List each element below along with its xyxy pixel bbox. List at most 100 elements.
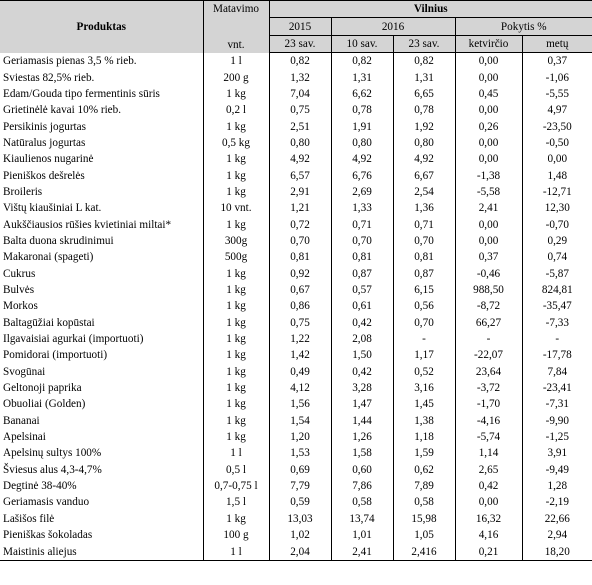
unit-cell: 1 kg [203,151,270,168]
product-name-cell: Pomidorai (importuoti) [0,347,204,364]
product-name-cell: Geriamasis vanduo [0,494,204,511]
table-row: Morkos 1 kg 0,86 0,61 0,56 -8,72 -35,47 [0,298,592,315]
price-2015-week-23-cell: 0,67 [269,281,332,299]
price-2016-week-23-cell: 7,89 [393,477,456,495]
table-row: Edam/Gouda tipo fermentinis sūris 1 kg 7,0… [0,85,592,103]
price-2015-week-23-cell: 0,92 [269,265,332,282]
product-name-cell: Apelsinų sultys 100% [0,445,204,462]
change-quarter-cell: 16,32 [455,510,523,527]
price-2016-week-23-cell: 1,17 [393,347,456,364]
table-row: Baltagūžiai kopūstai 1 kg 0,75 0,42 0,70 66,2… [0,314,592,331]
unit-cell: 1 l [203,52,270,70]
price-2016-week-10-cell: 0,42 [331,314,394,331]
change-quarter-cell: -22,07 [455,347,523,364]
price-2016-week-23-cell: 6,15 [393,281,456,299]
price-2015-week-23-cell: 0,80 [269,134,332,152]
year-2016-header: 2016 [331,17,456,36]
change-quarter-cell: -5,74 [455,428,523,446]
price-2016-week-23-cell: 0,82 [393,52,456,70]
unit-column-header-bottom: vnt. [203,17,270,53]
price-2016-week-10-cell: 0,58 [331,494,394,511]
change-year-cell: -7,33 [545,316,569,329]
price-2016-week-23-cell: 4,92 [393,151,456,168]
price-2015-week-23-cell: 1,20 [269,428,332,446]
change-year-cell: 824,81 [541,284,573,297]
table-row: Bananai 1 kg 1,54 1,44 1,38 -4,16 -9,90 [0,412,592,429]
price-2015-week-23-cell: 1,56 [269,396,332,413]
change-year-cell: -35,47 [542,300,572,313]
price-2016-week-23-cell: 0,52 [393,363,456,380]
change-quarter-cell: 0,26 [455,118,523,135]
change-quarter-cell: 0,00 [455,52,523,70]
change-quarter-cell: -8,72 [455,298,523,315]
product-name-cell: Natūralus jogurtas [0,134,204,152]
price-2015-week-23-cell: 1,21 [269,200,332,217]
product-name-cell: Bulvės [0,281,204,299]
price-2015-week-23-cell: 0,86 [269,298,332,315]
product-name-cell: Maistinis aliejus [0,543,204,561]
unit-cell: 1 kg [203,167,270,184]
price-2015-week-23-cell: 1,42 [269,347,332,364]
table-row: Lašišos filė 1 kg 13,03 13,74 15,98 16,32 22,6… [0,510,592,527]
change-quarter-cell: -1,38 [455,167,523,184]
table-row: Obuoliai (Golden) 1 kg 1,56 1,47 1,45 -1,70 -7… [0,396,592,413]
price-2016-week-10-cell: 1,44 [331,412,394,429]
change-quarter-cell: 2,65 [455,461,523,478]
unit-cell: 1 kg [203,412,270,429]
change-year-cell: -9,49 [545,463,569,476]
price-2016-week-23-cell: 1,92 [393,118,456,135]
table-row: Grietinėlė kavai 10% rieb. 0,2 l 0,75 0,78 0… [0,102,592,119]
price-2016-week-10-cell: 1,58 [331,445,394,462]
unit-cell: 0,2 l [203,102,270,119]
price-2016-week-23-cell: 2,416 [393,543,456,561]
product-name-cell: Balta duona skrudinimui [0,232,204,250]
change-year-cell: 22,66 [544,512,570,525]
change-quarter-cell: -4,16 [455,412,523,429]
price-2016-week-23-cell: 1,45 [393,396,456,413]
table-row: Pieniškas šokoladas 100 g 1,02 1,01 1,05 4,16… [0,527,592,544]
unit-cell: 1 kg [203,85,270,103]
price-2016-week-23-cell: 6,67 [393,167,456,184]
change-year-cell: 1,28 [547,480,568,493]
price-2016-week-10-cell: 0,57 [331,281,394,299]
product-name-cell: Sviestas 82,5% rieb. [0,69,204,86]
change-year-cell: -1,25 [545,431,569,444]
price-2015-week-23-cell: 4,92 [269,151,332,168]
table-row: Apelsinų sultys 100% 1 l 1,53 1,58 1,59 1,14 3… [0,445,592,462]
price-2015-week-23-cell: 0,69 [269,461,332,478]
price-2015-week-23-cell: 1,32 [269,69,332,86]
price-2016-week-10-cell: 0,60 [331,461,394,478]
unit-cell: 300g [203,232,270,250]
product-name-cell: Edam/Gouda tipo fermentinis sūris [0,85,204,103]
product-name-cell: Persikinis jogurtas [0,118,204,135]
unit-cell: 1 kg [203,314,270,331]
price-2015-week-23-cell: 0,81 [269,249,332,266]
unit-cell: 1 kg [203,347,270,364]
price-2015-week-23-cell: 7,04 [269,85,332,103]
change-quarter-cell: 988,50 [455,281,523,299]
change-year-cell: 0,37 [547,55,568,68]
product-name-cell: Lašišos filė [0,510,204,527]
price-2016-week-10-cell: 3,28 [331,379,394,397]
price-2016-week-10-cell: 2,69 [331,183,394,201]
unit-cell: 1 kg [203,510,270,527]
unit-cell: 1 kg [203,281,270,299]
change-year-cell: - [555,333,560,346]
unit-cell: 1 kg [203,118,270,135]
table-row: Vištų kiaušiniai L kat. 10 vnt. 1,21 1,33 1,… [0,200,592,217]
table-row: Aukščiausios rūšies kvietiniai miltai* 1 … [0,216,592,233]
price-2015-week-23-cell: 4,12 [269,379,332,397]
price-2016-week-10-cell: 7,86 [331,477,394,495]
price-2016-week-10-cell: 0,82 [331,52,394,70]
product-name-cell: Pieniškas šokoladas [0,527,204,544]
change-quarter-cell: 4,16 [455,527,523,544]
change-quarter-cell: 0,00 [455,494,523,511]
table-row: Kiaulienos nugarinė 1 kg 4,92 4,92 4,92 0,00 0… [0,151,592,168]
price-2016-week-23-cell: 1,31 [393,69,456,86]
table-body: Geriamasis pienas 3,5 % rieb. 1 l 0,82 0,82… [0,52,592,561]
change-year-cell: 0,74 [547,251,568,264]
price-2016-week-23-cell: 0,70 [393,314,456,331]
unit-cell: 1 kg [203,330,270,348]
price-2016-week-10-cell: 13,74 [331,510,394,527]
price-2015-week-23-cell: 6,57 [269,167,332,184]
